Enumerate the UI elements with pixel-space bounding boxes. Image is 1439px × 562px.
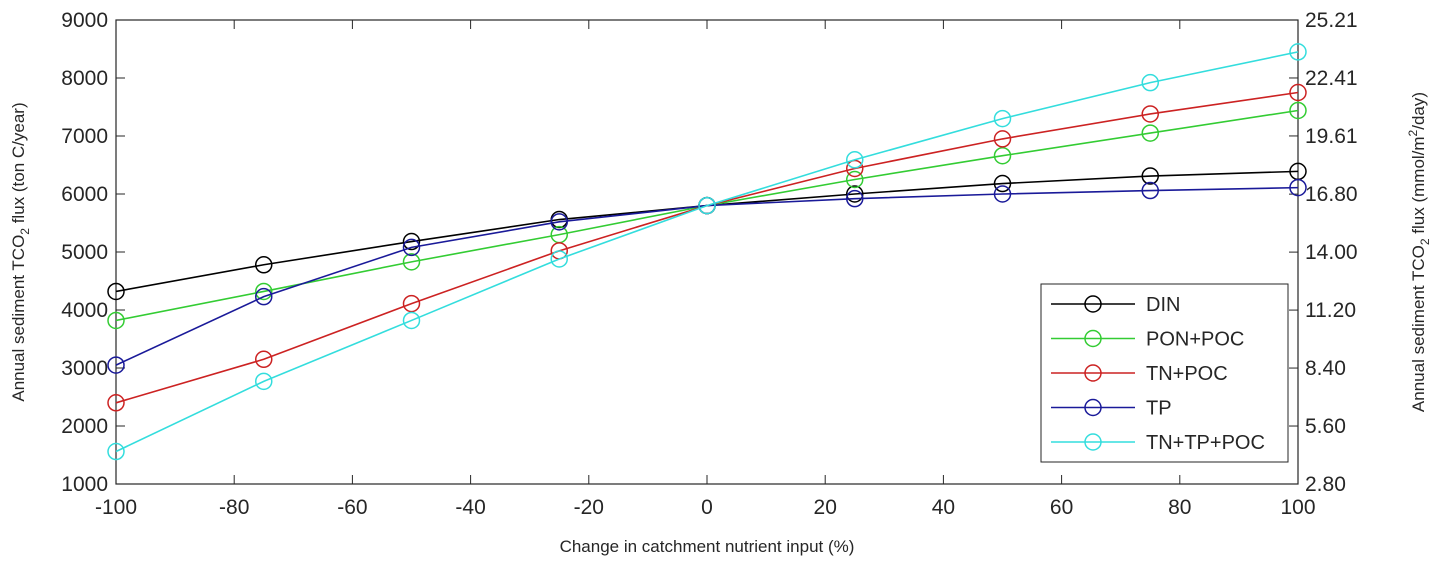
x-tick-label: 0 — [701, 496, 713, 519]
y-tick-label: 1000 — [61, 473, 108, 496]
y-tick-label: 6000 — [61, 183, 108, 206]
y-tick-label: 2000 — [61, 415, 108, 438]
data-point — [1289, 101, 1307, 120]
x-tick-label: 40 — [932, 496, 955, 519]
data-point — [402, 253, 421, 271]
data-point — [1141, 124, 1159, 142]
x-tick-label: 100 — [1280, 496, 1315, 519]
data-point — [1289, 43, 1307, 61]
data-point — [1141, 167, 1159, 185]
y-label-right-part: Annual sediment TCO — [1409, 245, 1428, 412]
y-tick-label: 3000 — [61, 357, 108, 380]
data-point — [255, 372, 273, 391]
y-axis-label-right: Annual sediment TCO2 flux (mmol/m2/day) — [1406, 92, 1432, 412]
data-point — [107, 282, 125, 301]
data-point — [993, 130, 1012, 148]
y2-tick-label: 25.21 — [1305, 9, 1358, 32]
y-tick-label: 9000 — [61, 9, 108, 32]
data-point — [402, 311, 421, 330]
data-point — [993, 174, 1012, 193]
legend-label: TP — [1146, 398, 1172, 420]
y-label-right-part: /day) — [1409, 92, 1428, 130]
data-point — [1141, 181, 1159, 200]
y-label-left-part: flux (ton C/year) — [9, 102, 28, 228]
legend-marker — [1084, 329, 1102, 348]
data-point — [550, 250, 568, 268]
x-tick-label: -100 — [95, 496, 137, 519]
series-line-din — [115, 170, 1299, 293]
data-point — [255, 287, 273, 306]
series-line-tn-tp-poc — [115, 51, 1299, 453]
y2-tick-label: 14.00 — [1305, 241, 1358, 264]
data-point — [107, 442, 125, 461]
data-point — [550, 213, 568, 231]
y-axis-label-left: Annual sediment TCO2 flux (ton C/year) — [9, 102, 32, 401]
legend-label: TN+TP+POC — [1146, 432, 1265, 454]
y2-tick-label: 19.61 — [1305, 125, 1358, 148]
data-point — [107, 394, 125, 412]
y2-tick-label: 16.80 — [1305, 183, 1358, 206]
legend-marker — [1084, 364, 1102, 382]
y-label-left-subscript: 2 — [18, 228, 32, 235]
y2-tick-label: 2.80 — [1305, 473, 1346, 496]
x-tick-label: 20 — [814, 496, 837, 519]
x-tick-label: -20 — [574, 496, 604, 519]
x-tick-label: 60 — [1050, 496, 1073, 519]
data-point — [846, 185, 864, 203]
y2-tick-label: 22.41 — [1305, 67, 1358, 90]
y-label-right-superscript: 2 — [1406, 129, 1420, 136]
legend-marker — [1084, 295, 1102, 313]
y2-tick-label: 5.60 — [1305, 415, 1346, 438]
x-axis-label: Change in catchment nutrient input (%) — [560, 537, 855, 556]
y-label-right-subscript: 2 — [1418, 238, 1432, 245]
data-point — [1141, 105, 1159, 123]
legend-marker — [1084, 433, 1102, 451]
y-tick-label: 4000 — [61, 299, 108, 322]
data-point — [698, 196, 716, 215]
y-label-left-part: Annual sediment TCO — [9, 235, 28, 402]
data-point — [255, 350, 273, 369]
x-tick-label: -60 — [337, 496, 367, 519]
x-tick-label: -80 — [219, 496, 249, 519]
data-point — [107, 311, 125, 330]
data-point — [402, 232, 421, 251]
legend-label: TN+POC — [1146, 363, 1228, 385]
y-tick-label: 5000 — [61, 241, 108, 264]
data-point — [846, 151, 864, 169]
y-tick-label: 8000 — [61, 67, 108, 90]
x-tick-label: -40 — [455, 496, 485, 519]
y-tick-label: 7000 — [61, 125, 108, 148]
data-point — [402, 294, 421, 313]
data-point — [1289, 178, 1307, 197]
data-point — [255, 282, 273, 301]
legend-label: DIN — [1146, 294, 1180, 316]
data-point — [993, 146, 1012, 165]
data-point — [1289, 83, 1307, 102]
y-label-right-part: flux (mmol/m — [1409, 136, 1428, 238]
legend-marker — [1084, 398, 1102, 417]
y2-tick-label: 8.40 — [1305, 357, 1346, 380]
legend-label: PON+POC — [1146, 329, 1244, 351]
data-point — [846, 189, 864, 208]
data-point — [993, 109, 1012, 128]
y2-tick-label: 11.20 — [1305, 299, 1356, 322]
data-point — [107, 356, 125, 374]
x-tick-label: 80 — [1168, 496, 1191, 519]
data-point — [846, 170, 864, 189]
data-point — [255, 256, 273, 274]
data-point — [402, 238, 421, 257]
data-point — [1141, 73, 1159, 92]
data-point — [993, 185, 1012, 203]
